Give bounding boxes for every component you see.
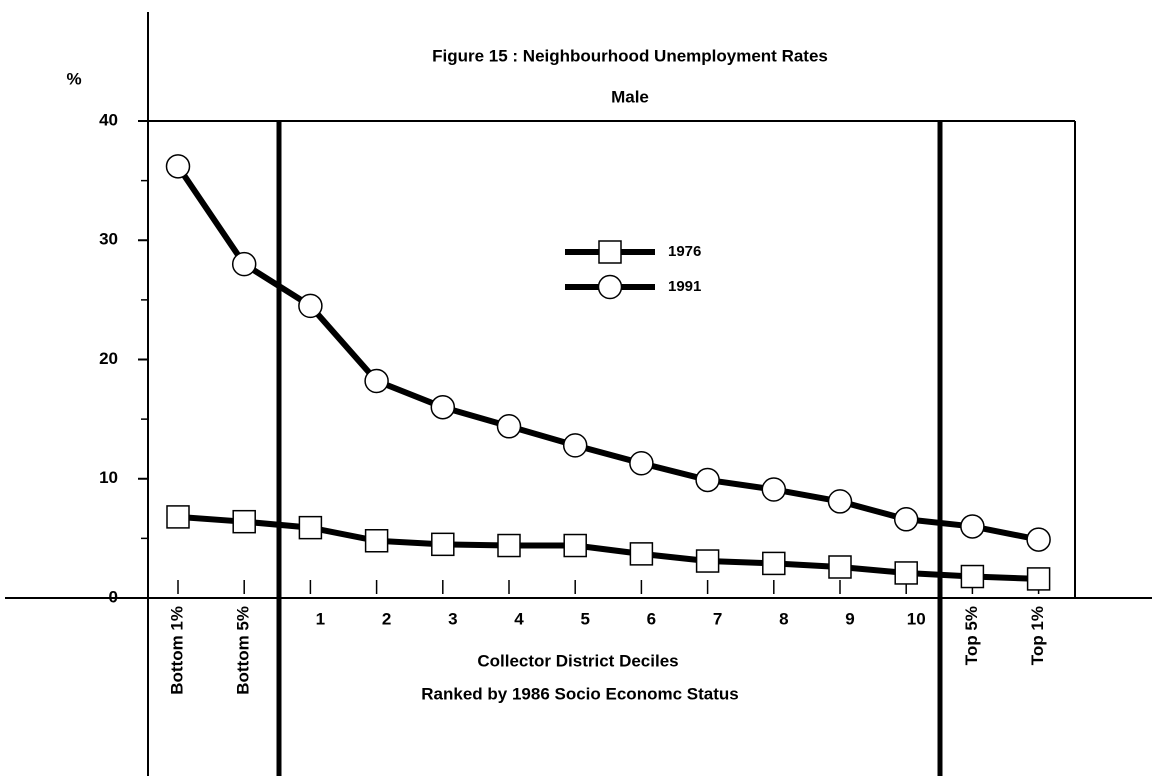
marker — [562, 433, 588, 458]
marker — [762, 551, 786, 576]
marker — [893, 507, 919, 532]
marker — [496, 414, 522, 439]
x-tick-label: 7 — [713, 609, 722, 628]
x-tick-label: Bottom 1% — [167, 606, 186, 695]
marker — [430, 394, 456, 420]
marker — [695, 467, 720, 493]
legend-label: 1976 — [668, 243, 701, 260]
marker — [761, 477, 787, 502]
x-tick-label: 10 — [907, 609, 926, 628]
marker — [232, 509, 256, 534]
marker — [1026, 527, 1051, 552]
legend-marker — [598, 240, 622, 264]
y-tick-label: 20 — [99, 349, 118, 368]
x-tick-label: Bottom 5% — [234, 606, 253, 695]
x-tick-label: 1 — [316, 609, 325, 628]
marker — [827, 489, 853, 514]
legend-marker — [597, 274, 623, 300]
y-tick-label: 0 — [109, 587, 118, 606]
marker — [165, 154, 191, 179]
marker — [563, 533, 587, 558]
x-tick-label: 4 — [514, 609, 524, 628]
x-tick-label: 6 — [647, 609, 656, 628]
x-tick-label: Top 5% — [962, 606, 981, 665]
y-tick-label: 30 — [99, 230, 118, 249]
x-axis-label: Ranked by 1986 Socio Economc Status — [421, 684, 738, 703]
marker — [960, 514, 985, 539]
marker — [1026, 567, 1051, 591]
marker — [298, 293, 323, 319]
x-axis-label: Collector District Deciles — [477, 651, 678, 670]
marker — [497, 533, 521, 558]
marker — [364, 368, 389, 394]
marker — [298, 515, 323, 540]
marker — [695, 549, 720, 573]
marker — [828, 555, 852, 579]
y-tick-label: 40 — [99, 110, 118, 129]
x-tick-label: 5 — [580, 609, 589, 628]
marker — [231, 251, 257, 277]
x-tick-label: 2 — [382, 609, 391, 628]
marker — [364, 529, 389, 553]
x-tick-label: Top 1% — [1028, 606, 1047, 665]
marker — [431, 532, 455, 557]
marker — [166, 505, 190, 529]
series-line — [175, 164, 1040, 543]
legend-label: 1991 — [668, 278, 701, 295]
marker — [629, 450, 654, 476]
x-tick-label: 9 — [845, 609, 854, 628]
marker — [894, 561, 918, 585]
y-tick-label: 10 — [99, 468, 118, 487]
chart-subtitle: Male — [611, 87, 649, 106]
x-tick-label: 8 — [779, 609, 788, 628]
marker — [960, 564, 985, 589]
chart-title: Figure 15 : Neighbourhood Unemployment R… — [432, 46, 828, 65]
y-axis-label: % — [66, 69, 81, 88]
x-tick-label: 3 — [448, 609, 457, 628]
marker — [629, 542, 654, 566]
